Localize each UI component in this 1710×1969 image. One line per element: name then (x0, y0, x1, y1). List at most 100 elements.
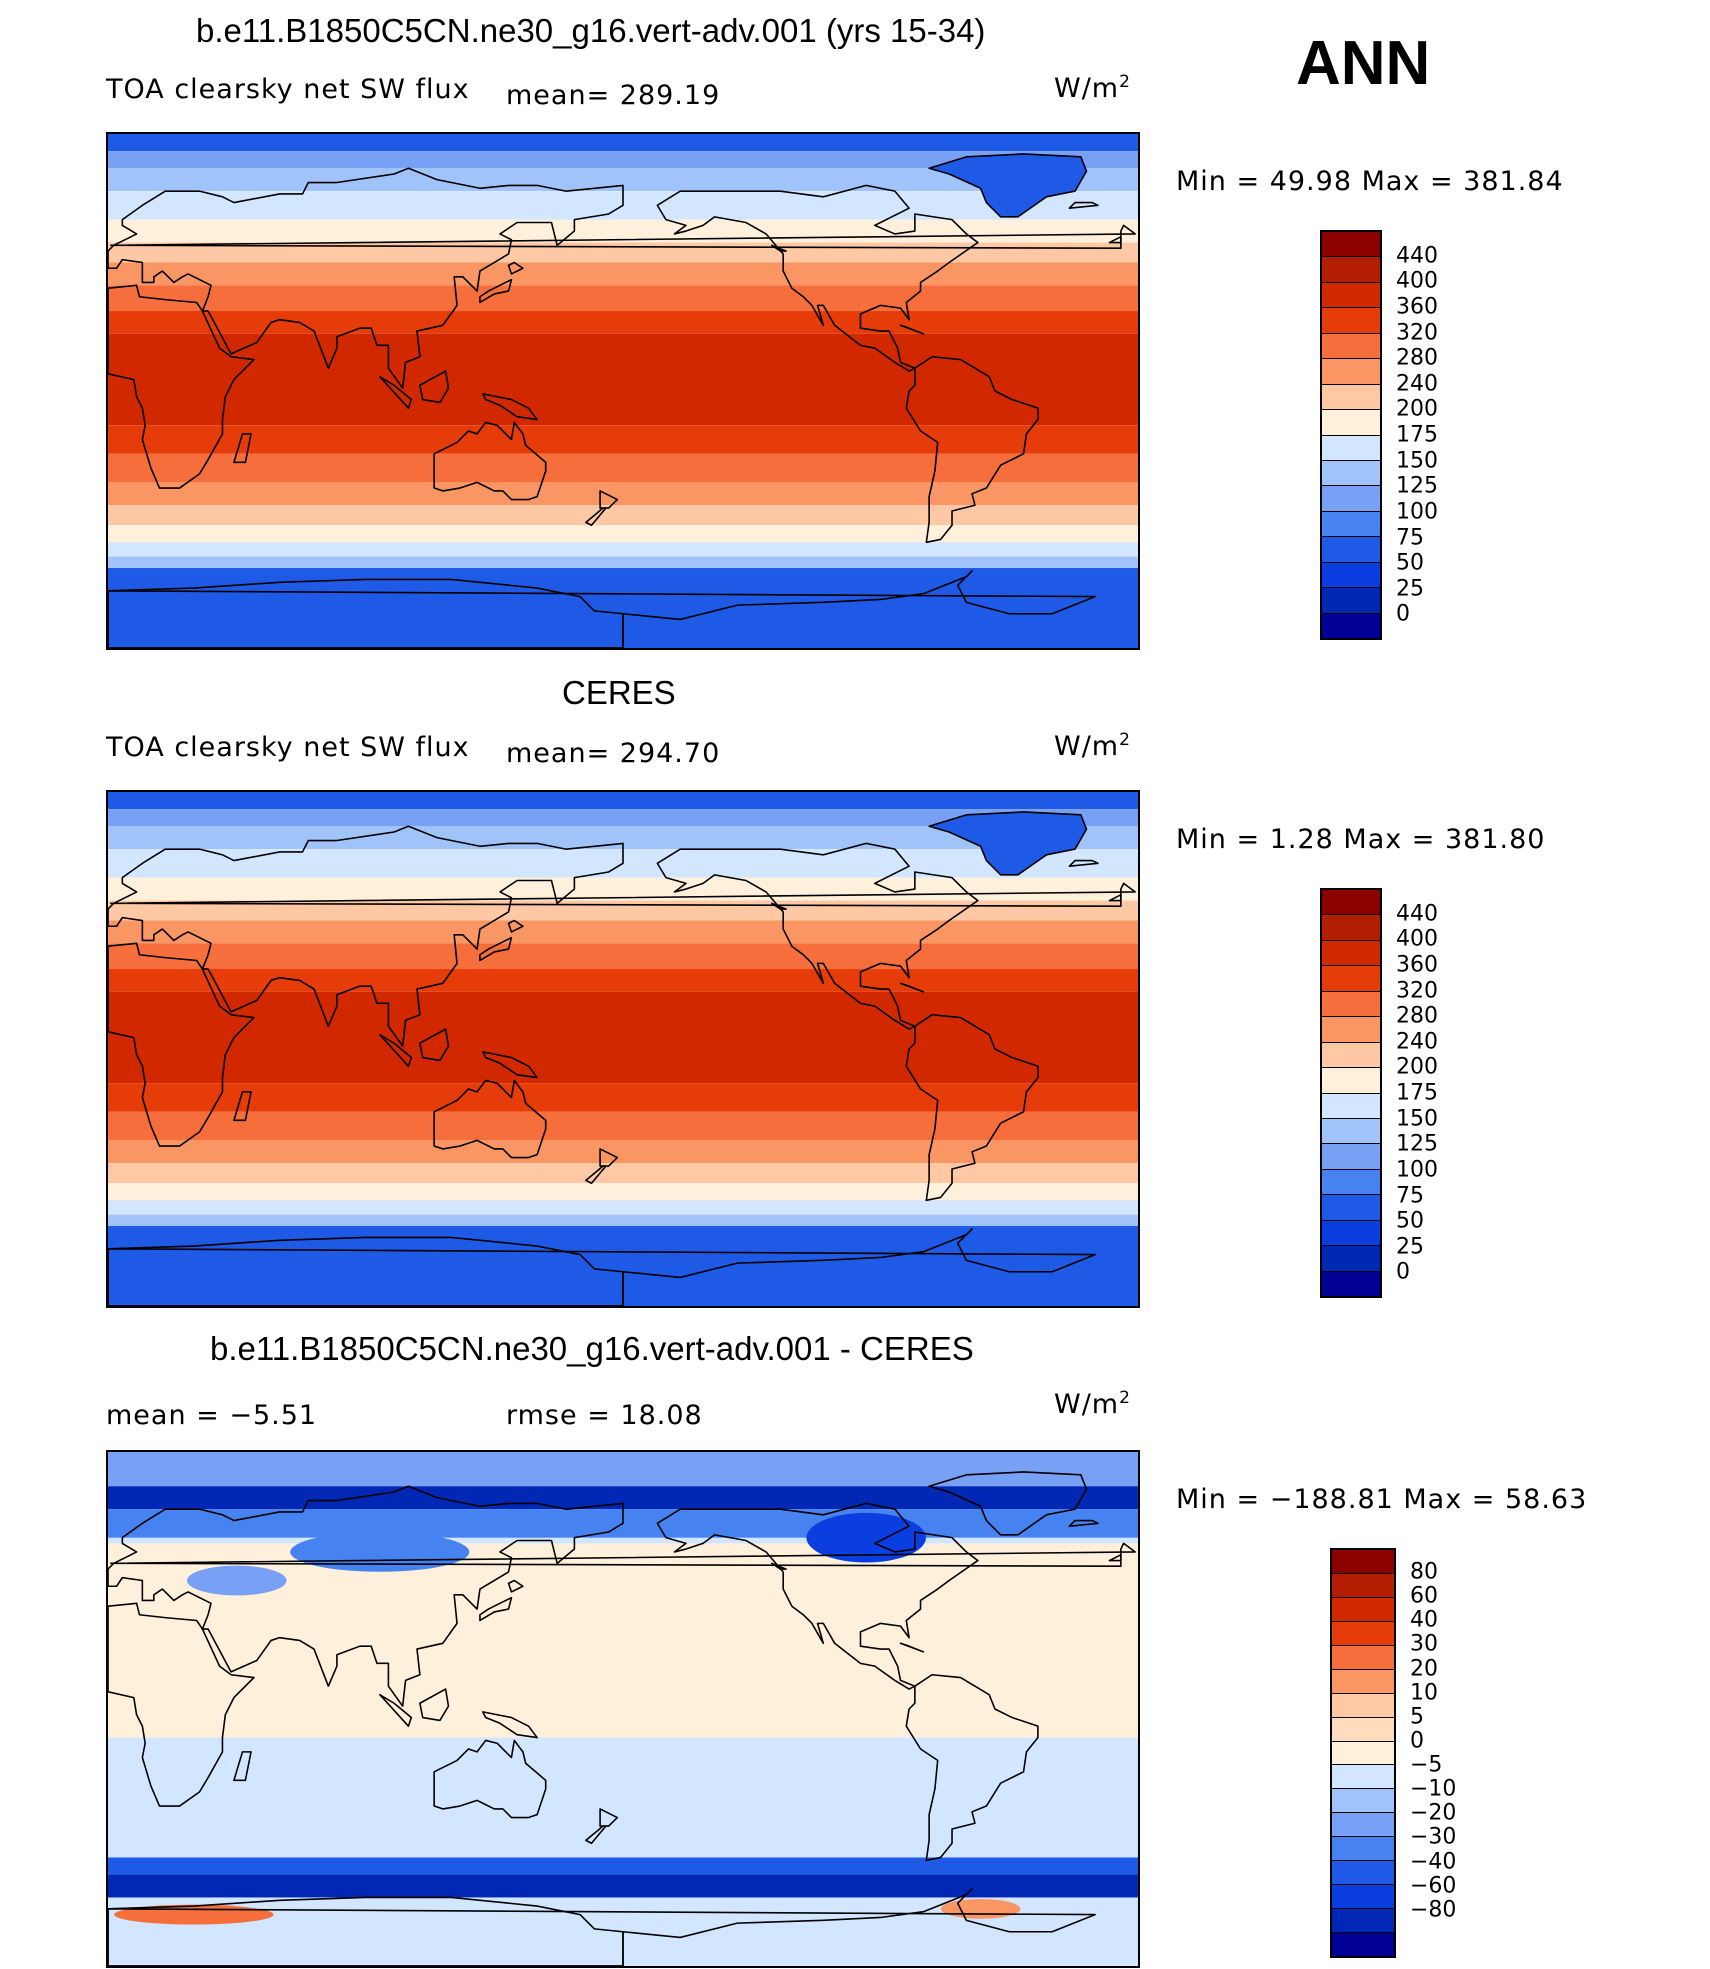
colorbar-tick-label: 50 (1396, 1208, 1424, 1234)
colorbar-swatch (1332, 1837, 1394, 1862)
colorbar-swatch (1332, 1741, 1394, 1766)
colorbar-swatch (1322, 359, 1380, 385)
coastline (1068, 1519, 1099, 1528)
colorbar-swatch (1322, 1195, 1380, 1221)
coastline (110, 1542, 1136, 1568)
colorbar-swatch (1322, 613, 1380, 638)
colorbar-tick-label: 360 (1396, 952, 1438, 978)
colorbar-swatch (1322, 915, 1380, 941)
colorbar-tick-label: 60 (1410, 1583, 1438, 1609)
colorbar-tick-label: 240 (1396, 1029, 1438, 1055)
colorbar-swatch (1332, 1885, 1394, 1910)
map-canvas (108, 792, 1138, 1306)
colorbar-tick-label: 280 (1396, 1003, 1438, 1029)
season-label: ANN (1296, 29, 1431, 98)
coastline (905, 1013, 1039, 1202)
coastline (599, 1148, 619, 1167)
coastline (108, 942, 255, 1147)
coastline (108, 1228, 1096, 1306)
colorbar-swatch (1322, 940, 1380, 967)
colorbar-tick-label: 100 (1396, 1157, 1438, 1183)
colorbar-swatch (1322, 537, 1380, 563)
coastline (110, 224, 1136, 250)
colorbar-tick-label: 440 (1396, 243, 1438, 269)
colorbar-tick-label: −80 (1410, 1897, 1457, 1923)
coastline (233, 1751, 252, 1782)
colorbar-swatch (1322, 282, 1380, 309)
coastline (482, 1711, 538, 1739)
panel-2-variable-label: TOA clearsky net SW flux (106, 732, 470, 763)
flux-band (108, 525, 1138, 543)
colorbar-swatch (1322, 232, 1380, 258)
coastline (899, 324, 925, 335)
coastline (108, 1602, 255, 1807)
flux-band (108, 453, 1138, 483)
colorbar-swatch (1322, 1042, 1380, 1069)
coastline (482, 1051, 538, 1079)
colorbar-swatch (1322, 890, 1380, 916)
panel-3-minmax: Min = −188.81 Max = 58.63 (1176, 1484, 1588, 1515)
map-canvas (108, 1452, 1138, 1966)
coastlines (108, 153, 1136, 648)
panel-2-title: CERES (562, 674, 676, 711)
coastline (482, 393, 538, 421)
colorbar-tick-label: 440 (1396, 901, 1438, 927)
panel-1-title: b.e11.B1850C5CN.ne30_g16.vert-adv.001 (y… (196, 12, 986, 49)
coastline (771, 1562, 787, 1570)
coastline (110, 882, 1136, 908)
colorbar-swatch (1322, 410, 1380, 436)
coastline (656, 1502, 979, 1690)
greenland-fill (929, 153, 1087, 217)
coastline (108, 825, 624, 1047)
colorbar-tick-label: 0 (1396, 601, 1410, 627)
coastline (108, 1485, 624, 1707)
panel-3-mean-label: mean = −5.51 (106, 1400, 318, 1431)
colorbar-tick-label: 360 (1396, 294, 1438, 320)
colorbar-tick-label: −30 (1410, 1824, 1457, 1850)
colorbar-tick-label: 200 (1396, 1054, 1438, 1080)
coastline (771, 244, 787, 252)
colorbar-swatch (1332, 1573, 1394, 1598)
colorbar-tick-label: 125 (1396, 1131, 1438, 1157)
panel-2-map (106, 790, 1140, 1308)
flux-band (108, 311, 1138, 334)
colorbar-tick-label: 80 (1410, 1559, 1438, 1585)
colorbar-swatch (1332, 1861, 1394, 1886)
flux-band (108, 151, 1138, 169)
coastline (899, 1642, 925, 1653)
colorbar-tick-label: 20 (1410, 1656, 1438, 1682)
panel-1-units: W/m2 (1054, 72, 1131, 104)
colorbar-swatch (1322, 257, 1380, 283)
coastline (1068, 859, 1099, 868)
coastline (108, 1236, 624, 1306)
flux-band (108, 943, 1138, 970)
coastline (233, 433, 252, 464)
colorbar-swatch (1322, 562, 1380, 589)
colorbar-tick-label: −60 (1410, 1873, 1457, 1899)
colorbar-swatch (1332, 1621, 1394, 1646)
flux-band (108, 969, 1138, 992)
colorbar-swatch (1322, 460, 1380, 487)
panel-2-minmax: Min = 1.28 Max = 381.80 (1176, 824, 1546, 855)
coastline (585, 1825, 607, 1845)
coastlines (108, 1471, 1136, 1966)
colorbar-tick-label: 150 (1396, 1106, 1438, 1132)
panel-3-colorbar (1330, 1548, 1396, 1958)
panel-1-colorbar (1320, 230, 1382, 640)
colorbar-tick-label: −20 (1410, 1800, 1457, 1826)
flux-band (108, 556, 1138, 569)
colorbar-swatch (1332, 1645, 1394, 1670)
colorbar-tick-label: 280 (1396, 345, 1438, 371)
negative-bias-band (108, 1486, 1138, 1510)
flux-band (108, 792, 1138, 810)
colorbar-tick-label: 50 (1396, 550, 1424, 576)
coastline (479, 936, 513, 962)
coastline (507, 1579, 524, 1593)
colorbar-swatch (1322, 511, 1380, 538)
colorbar-tick-label: −10 (1410, 1776, 1457, 1802)
positive-bias-patch (940, 1898, 1021, 1919)
flux-band (108, 134, 1138, 152)
panel-2-mean-label: mean= 294.70 (506, 738, 721, 769)
panel-1-map (106, 132, 1140, 650)
colorbar-swatch (1322, 1246, 1380, 1272)
